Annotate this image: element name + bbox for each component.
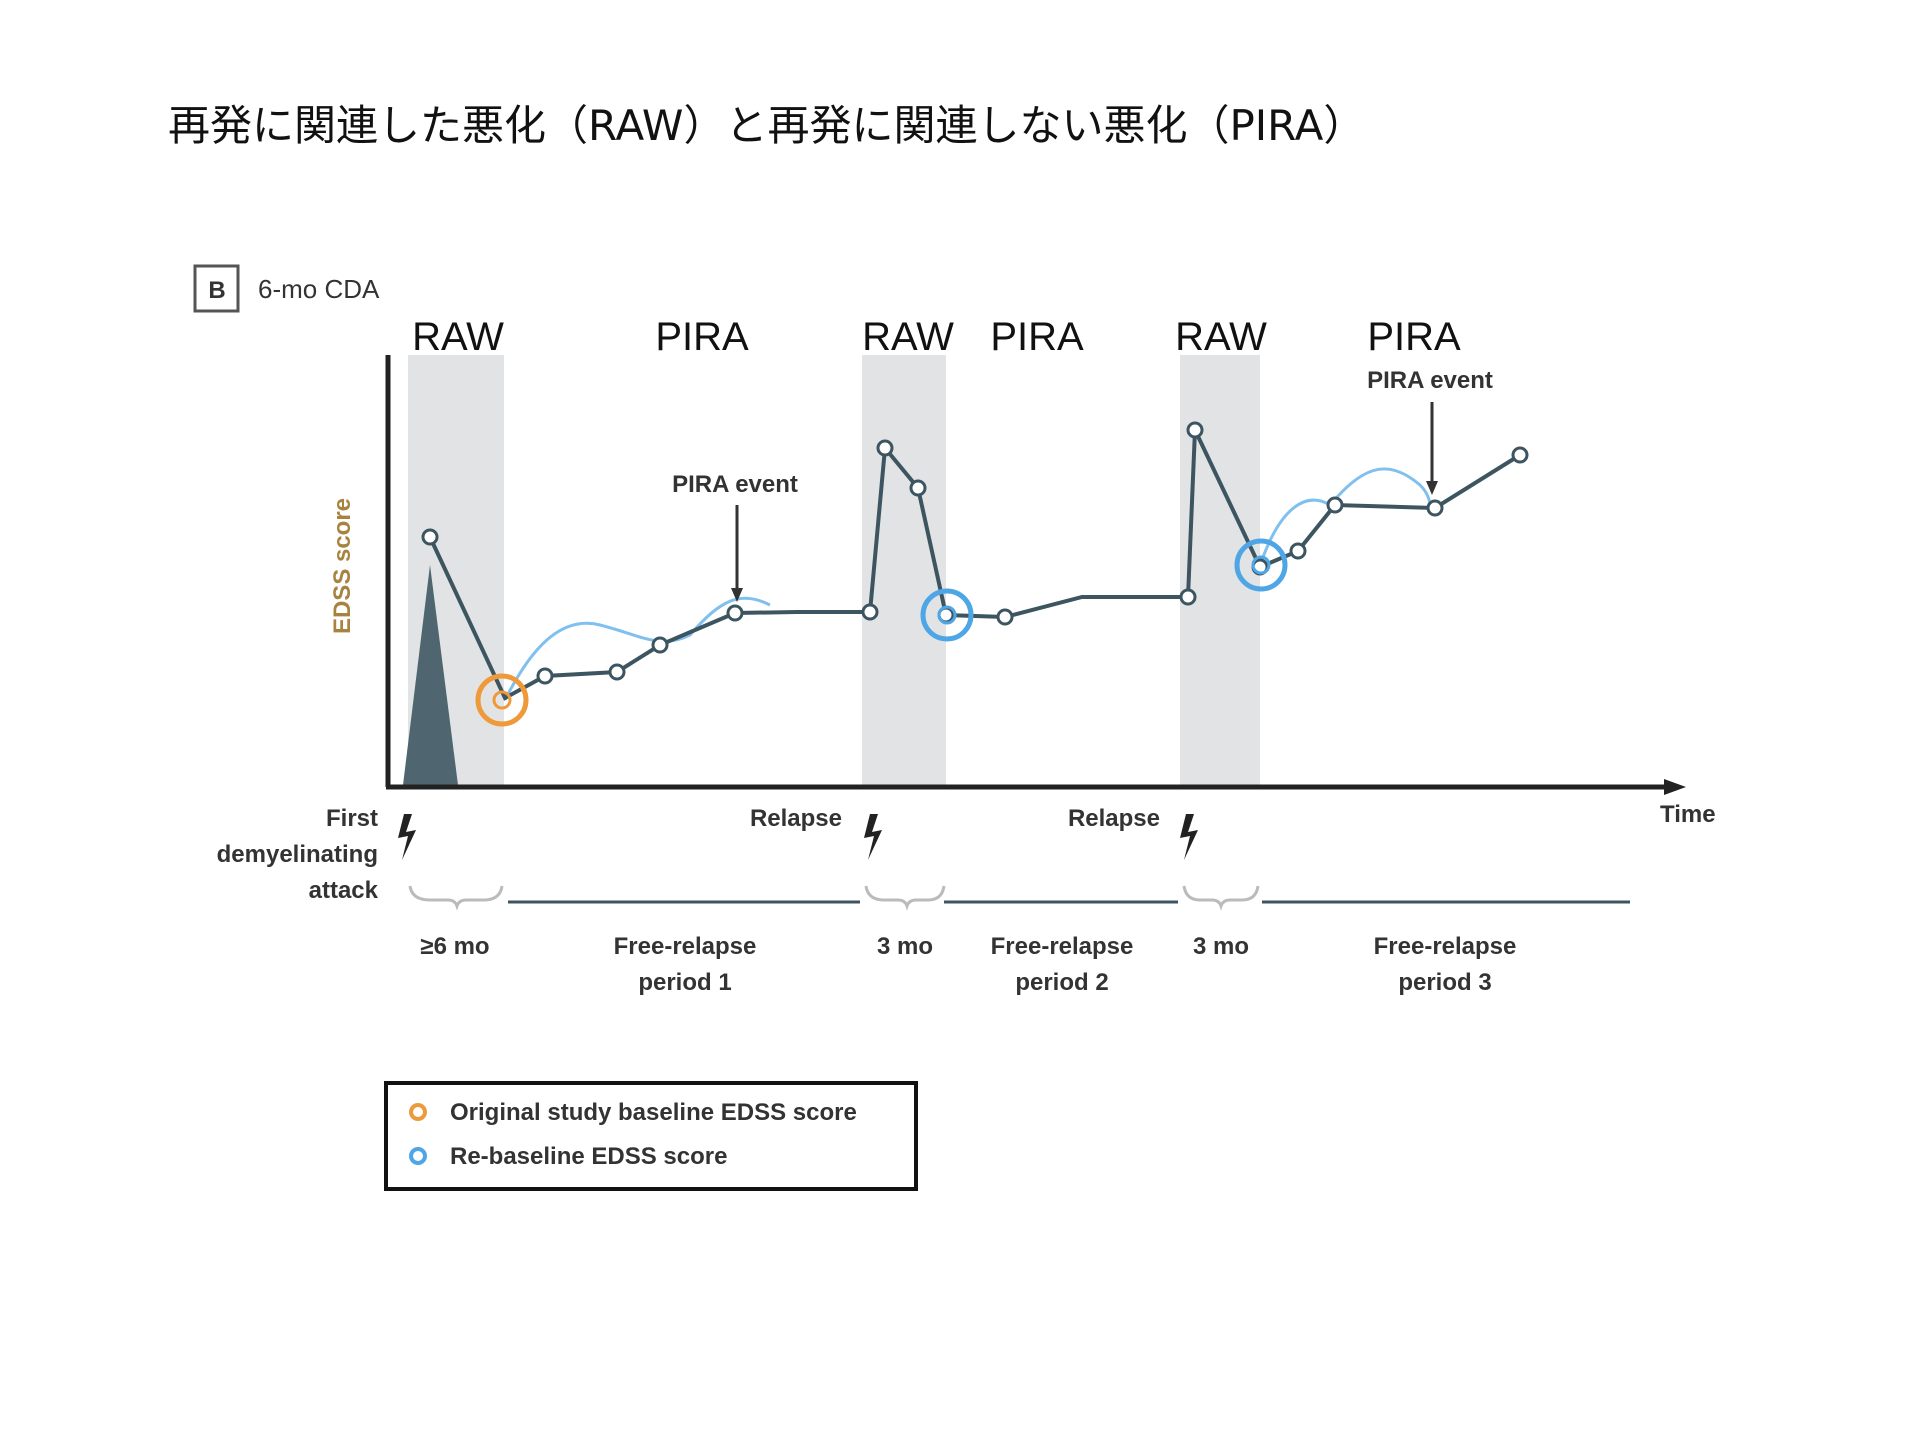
- edss-point: [1426, 499, 1444, 517]
- edss-point: [726, 604, 744, 622]
- edss-point: [861, 603, 879, 621]
- region-label-raw-1: RAW: [412, 315, 504, 359]
- raw-region-3: [1180, 355, 1260, 785]
- legend-original-label: Original study baseline EDSS score: [450, 1099, 857, 1126]
- relapse-label-2: Relapse: [1068, 805, 1160, 832]
- region-label-raw-3: RAW: [1175, 315, 1267, 359]
- legend-orange-marker: [409, 1103, 427, 1121]
- pira-event-arrowhead-2: [1426, 481, 1438, 495]
- panel-badge: [193, 264, 240, 313]
- edss-point: [536, 667, 554, 685]
- page-title: 再発に関連した悪化（RAW）と再発に関連しない悪化（PIRA）: [168, 101, 1366, 150]
- pira-event-label-1: PIRA event: [672, 471, 798, 498]
- period-brace-2: [864, 885, 946, 911]
- legend-rebaseline-label: Re-baseline EDSS score: [450, 1143, 727, 1170]
- panel-badge-letter: B: [208, 277, 225, 304]
- period-label-6-line-1: Free-relapse: [1374, 933, 1517, 960]
- edss-point: [1511, 446, 1529, 464]
- period-label-1: ≥6 mo: [420, 933, 489, 960]
- first-attack-label-line-1: First: [326, 805, 378, 832]
- relapse-label-1: Relapse: [750, 805, 842, 832]
- region-label-raw-2: RAW: [862, 315, 954, 359]
- region-label-pira-3: PIRA: [1367, 315, 1461, 359]
- x-axis-label: Time: [1660, 801, 1716, 828]
- legend-box: [384, 1081, 918, 1191]
- edss-point: [909, 479, 927, 497]
- rebaseline-marker-1: [920, 588, 974, 642]
- rebaseline-trend-1: [503, 596, 771, 701]
- raw-region-2: [862, 355, 946, 785]
- original-baseline-marker-inner: [492, 690, 512, 710]
- lightning-icon: [864, 814, 882, 860]
- edss-points: [421, 421, 1529, 685]
- region-label-pira-2: PIRA: [990, 315, 1084, 359]
- legend-blue-marker: [409, 1147, 427, 1165]
- period-brace-3: [1182, 885, 1260, 911]
- first-attack-label-line-2: demyelinating: [217, 841, 378, 868]
- rebaseline-marker-1-inner: [937, 605, 957, 625]
- edss-point: [1289, 542, 1307, 560]
- rebaseline-trend-2: [1260, 467, 1441, 561]
- attack-triangle: [403, 565, 458, 785]
- period-label-5: 3 mo: [1193, 933, 1249, 960]
- lightning-icon: [1180, 814, 1198, 860]
- original-baseline-marker: [475, 673, 529, 727]
- x-axis-arrowhead: [1664, 779, 1686, 795]
- edss-point: [1326, 496, 1344, 514]
- edss-point: [996, 608, 1014, 626]
- period-label-2-line-2: period 1: [638, 969, 731, 996]
- lightning-icon: [398, 814, 416, 860]
- edss-point: [1179, 588, 1197, 606]
- edss-point: [608, 663, 626, 681]
- pira-event-label-2: PIRA event: [1367, 367, 1493, 394]
- period-label-4-line-2: period 2: [1015, 969, 1108, 996]
- edss-line: [428, 429, 1522, 701]
- period-label-4-line-1: Free-relapse: [991, 933, 1134, 960]
- y-axis-label: EDSS score: [329, 498, 356, 634]
- edss-point: [421, 528, 439, 546]
- edss-point: [651, 636, 669, 654]
- period-label-3: 3 mo: [877, 933, 933, 960]
- period-brace-1: [408, 885, 504, 911]
- rebaseline-marker-2: [1234, 538, 1288, 592]
- rebaseline-marker-2-inner: [1251, 555, 1271, 575]
- edss-point: [876, 439, 894, 457]
- period-label-2-line-1: Free-relapse: [614, 933, 757, 960]
- pira-event-arrowhead-1: [731, 588, 743, 602]
- first-attack-label-line-3: attack: [309, 877, 379, 904]
- edss-point: [1186, 421, 1204, 439]
- region-label-pira-1: PIRA: [655, 315, 749, 359]
- panel-label: 6-mo CDA: [258, 274, 380, 304]
- period-label-6-line-2: period 3: [1398, 969, 1491, 996]
